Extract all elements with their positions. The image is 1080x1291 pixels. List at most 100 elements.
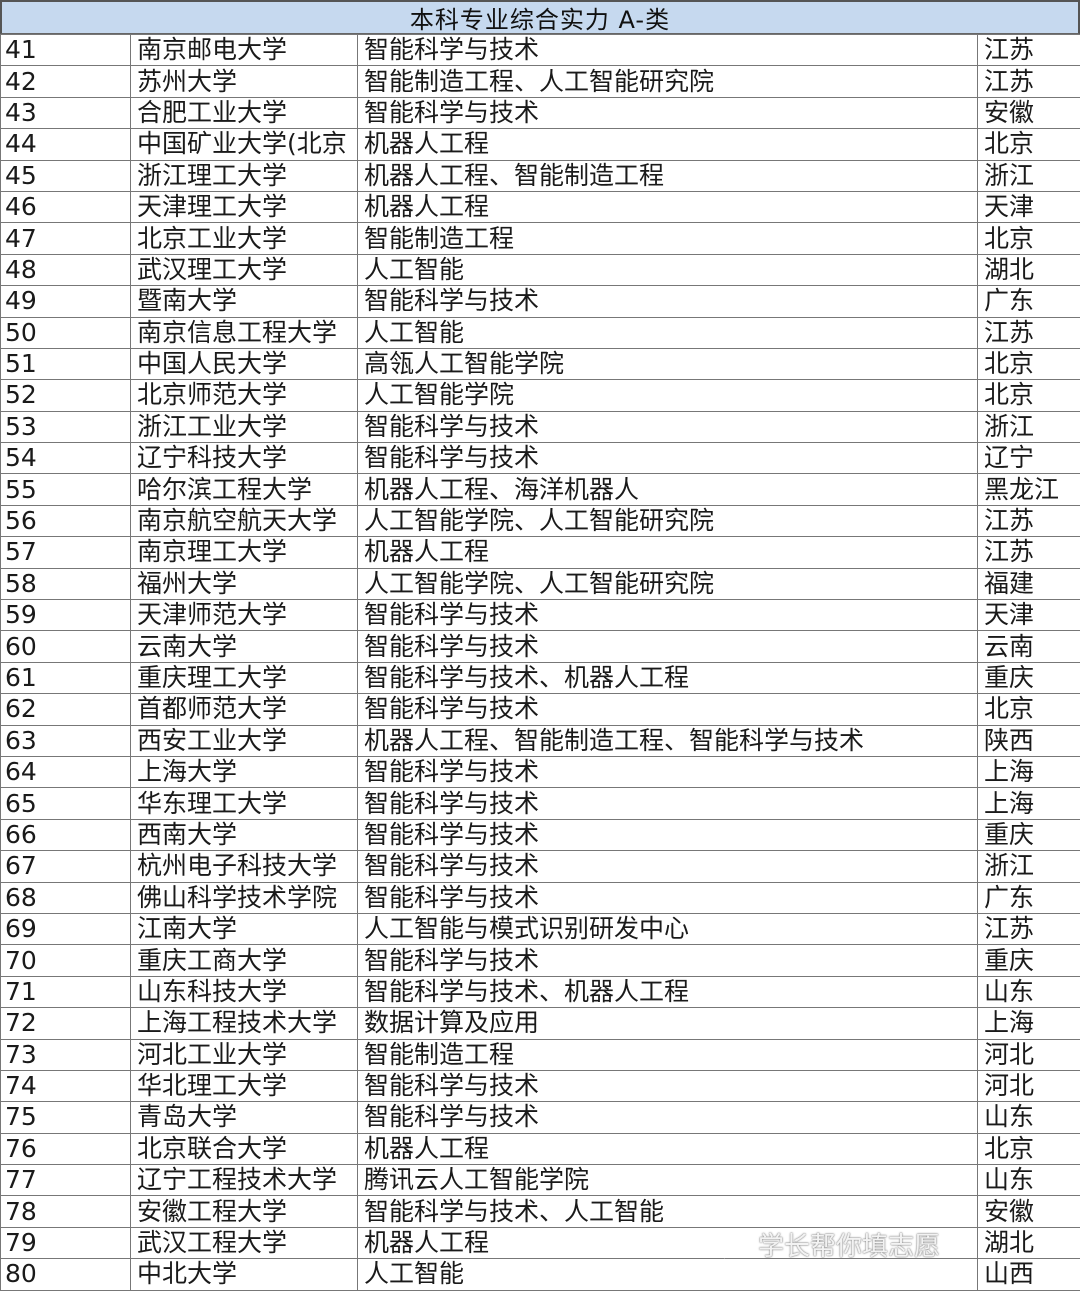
table-row: 59 天津师范大学 智能科学与技术 天津 — [0, 599, 1080, 632]
province-cell: 重庆 — [977, 944, 1080, 977]
major-cell: 机器人工程、海洋机器人 — [357, 473, 978, 506]
major-cell: 智能科学与技术、机器人工程 — [357, 975, 978, 1009]
rank-cell: 41 — [0, 33, 131, 67]
table-row: 70 重庆工商大学 智能科学与技术 重庆 — [0, 944, 1080, 977]
rank-cell: 59 — [0, 599, 131, 632]
major-cell: 智能科学与技术 — [357, 285, 978, 318]
table-row: 74 华北理工大学 智能科学与技术 河北 — [0, 1069, 1080, 1103]
rank-cell: 51 — [0, 347, 131, 381]
university-cell: 中国矿业大学(北京 — [130, 128, 358, 161]
major-cell: 智能科学与技术、人工智能 — [357, 1195, 978, 1228]
table-row: 78 安徽工程大学 智能科学与技术、人工智能 安徽 — [0, 1195, 1080, 1228]
major-cell: 智能科学与技术 — [357, 787, 978, 820]
major-cell: 机器人工程 — [357, 1226, 978, 1260]
university-cell: 辽宁科技大学 — [130, 442, 358, 475]
province-cell: 上海 — [977, 787, 1080, 820]
university-cell: 浙江理工大学 — [130, 159, 358, 192]
rank-cell: 73 — [0, 1038, 131, 1071]
rank-cell: 69 — [0, 912, 131, 946]
table-row: 62 首都师范大学 智能科学与技术 北京 — [0, 693, 1080, 726]
table-row: 63 西安工业大学 机器人工程、智能制造工程、智能科学与技术 陕西 — [0, 724, 1080, 757]
rank-cell: 44 — [0, 128, 131, 161]
university-cell: 河北工业大学 — [130, 1038, 358, 1071]
province-cell: 安徽 — [977, 96, 1080, 130]
rank-cell: 52 — [0, 379, 131, 412]
province-cell: 天津 — [977, 599, 1080, 632]
major-cell: 智能制造工程、人工智能研究院 — [357, 65, 978, 98]
table-row: 41 南京邮电大学 智能科学与技术 江苏 — [0, 33, 1080, 67]
province-cell: 浙江 — [977, 850, 1080, 883]
province-cell: 山东 — [977, 1101, 1080, 1134]
table-row: 54 辽宁科技大学 智能科学与技术 辽宁 — [0, 442, 1080, 475]
ranking-table: 41 南京邮电大学 智能科学与技术 江苏 42 苏州大学 智能制造工程、人工智能研究院 江苏 4… — [0, 33, 1080, 1291]
rank-cell: 54 — [0, 442, 131, 475]
table-row: 61 重庆理工大学 智能科学与技术、机器人工程 重庆 — [0, 661, 1080, 695]
major-cell: 高瓴人工智能学院 — [357, 347, 978, 381]
table-row: 46 天津理工大学 机器人工程 天津 — [0, 190, 1080, 224]
rank-cell: 58 — [0, 567, 131, 601]
province-cell: 上海 — [977, 755, 1080, 789]
major-cell: 智能科学与技术 — [357, 881, 978, 914]
university-cell: 武汉工程大学 — [130, 1226, 358, 1260]
rank-cell: 62 — [0, 693, 131, 726]
major-cell: 智能制造工程 — [357, 222, 978, 255]
rank-cell: 68 — [0, 881, 131, 914]
major-cell: 人工智能学院 — [357, 379, 978, 412]
university-cell: 浙江工业大学 — [130, 410, 358, 444]
table-row: 45 浙江理工大学 机器人工程、智能制造工程 浙江 — [0, 159, 1080, 192]
university-cell: 南京航空航天大学 — [130, 504, 358, 538]
university-cell: 南京理工大学 — [130, 536, 358, 569]
university-cell: 北京师范大学 — [130, 379, 358, 412]
province-cell: 江苏 — [977, 33, 1080, 67]
rank-cell: 72 — [0, 1007, 131, 1040]
major-cell: 智能科学与技术 — [357, 630, 978, 663]
major-cell: 机器人工程、智能制造工程、智能科学与技术 — [357, 724, 978, 757]
major-cell: 智能科学与技术 — [357, 599, 978, 632]
rank-cell: 65 — [0, 787, 131, 820]
province-cell: 江苏 — [977, 316, 1080, 349]
table-row: 48 武汉理工大学 人工智能 湖北 — [0, 253, 1080, 287]
major-cell: 智能科学与技术 — [357, 410, 978, 444]
province-cell: 北京 — [977, 128, 1080, 161]
table-row: 65 华东理工大学 智能科学与技术 上海 — [0, 787, 1080, 820]
major-cell: 智能科学与技术 — [357, 755, 978, 789]
rank-cell: 75 — [0, 1101, 131, 1134]
university-cell: 辽宁工程技术大学 — [130, 1164, 358, 1197]
table-row: 72 上海工程技术大学 数据计算及应用 上海 — [0, 1007, 1080, 1040]
university-cell: 华北理工大学 — [130, 1069, 358, 1103]
table-row: 76 北京联合大学 机器人工程 北京 — [0, 1132, 1080, 1166]
university-cell: 山东科技大学 — [130, 975, 358, 1009]
major-cell: 智能科学与技术 — [357, 850, 978, 883]
university-cell: 苏州大学 — [130, 65, 358, 98]
province-cell: 上海 — [977, 1007, 1080, 1040]
rank-cell: 57 — [0, 536, 131, 569]
province-cell: 北京 — [977, 693, 1080, 726]
rank-cell: 61 — [0, 661, 131, 695]
university-cell: 合肥工业大学 — [130, 96, 358, 130]
table-row: 50 南京信息工程大学 人工智能 江苏 — [0, 316, 1080, 349]
university-cell: 重庆理工大学 — [130, 661, 358, 695]
university-cell: 福州大学 — [130, 567, 358, 601]
table-title: 本科专业综合实力 A-类 — [0, 0, 1080, 34]
rank-cell: 77 — [0, 1164, 131, 1197]
university-cell: 中国人民大学 — [130, 347, 358, 381]
rank-cell: 56 — [0, 504, 131, 538]
university-cell: 哈尔滨工程大学 — [130, 473, 358, 506]
major-cell: 智能科学与技术 — [357, 33, 978, 67]
table-row: 53 浙江工业大学 智能科学与技术 浙江 — [0, 410, 1080, 444]
university-cell: 重庆工商大学 — [130, 944, 358, 977]
university-cell: 南京信息工程大学 — [130, 316, 358, 349]
university-cell: 西南大学 — [130, 818, 358, 852]
major-cell: 智能科学与技术 — [357, 1069, 978, 1103]
university-cell: 北京工业大学 — [130, 222, 358, 255]
province-cell: 江苏 — [977, 504, 1080, 538]
province-cell: 辽宁 — [977, 442, 1080, 475]
table-row: 80 中北大学 人工智能 山西 — [0, 1258, 1080, 1291]
major-cell: 机器人工程、智能制造工程 — [357, 159, 978, 192]
table-row: 56 南京航空航天大学 人工智能学院、人工智能研究院 江苏 — [0, 504, 1080, 538]
university-cell: 中北大学 — [130, 1258, 358, 1291]
major-cell: 智能科学与技术 — [357, 96, 978, 130]
rank-cell: 71 — [0, 975, 131, 1009]
university-cell: 江南大学 — [130, 912, 358, 946]
